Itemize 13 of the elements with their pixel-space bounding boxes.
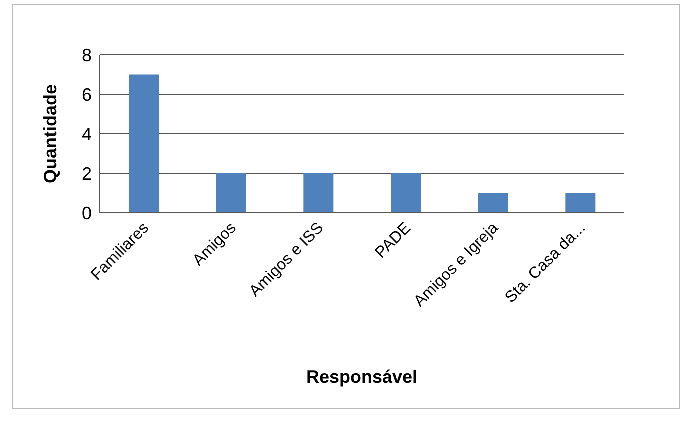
- bar: [216, 174, 246, 213]
- bar: [391, 174, 421, 213]
- y-tick-label: 6: [82, 84, 92, 105]
- bar: [478, 193, 508, 213]
- bar: [304, 174, 334, 213]
- y-tick-label: 4: [82, 124, 92, 144]
- bar: [566, 193, 596, 213]
- bar: [129, 74, 159, 213]
- y-axis-title: Quantidade: [40, 84, 60, 184]
- y-tick-label: 8: [82, 45, 92, 66]
- y-tick-label: 2: [82, 164, 92, 184]
- y-tick-label: 0: [82, 203, 92, 224]
- x-axis-title: Responsável: [306, 367, 418, 387]
